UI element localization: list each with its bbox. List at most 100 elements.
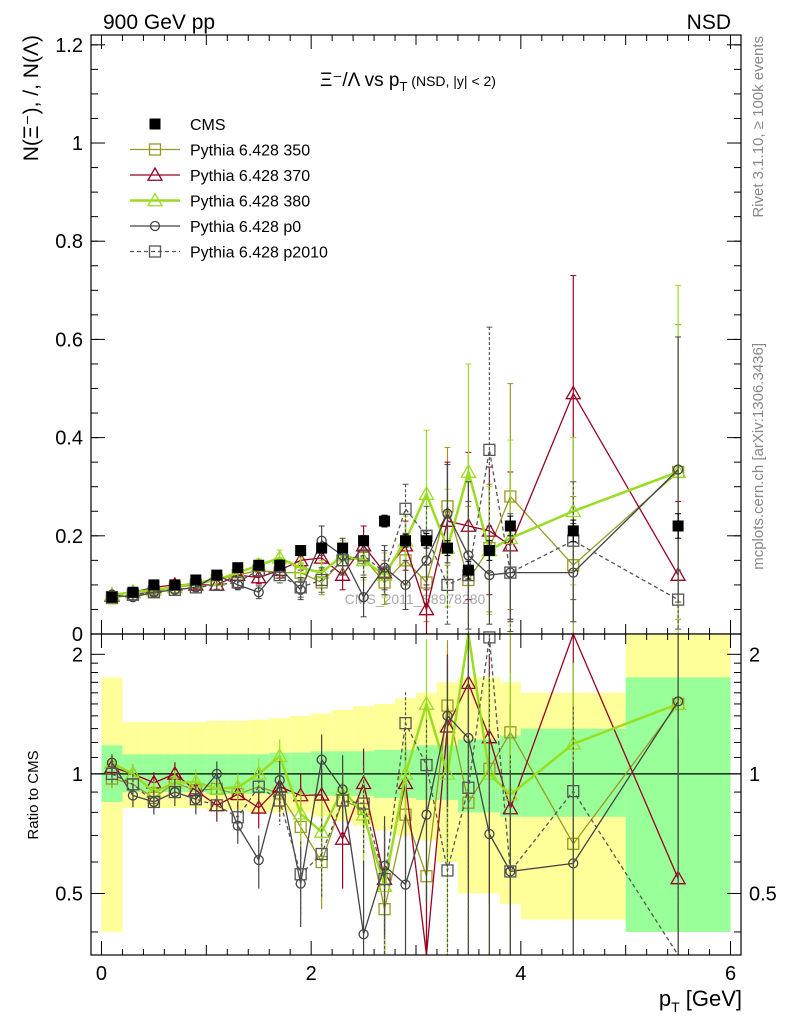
data-point	[211, 569, 223, 581]
data-point	[441, 578, 454, 592]
legend-label: Pythia 6.428 p0	[190, 219, 301, 236]
data-point	[292, 559, 309, 574]
ratio-y-tick-label: 2	[72, 644, 83, 666]
ratio-point	[211, 768, 222, 780]
ratio-y-axis-label: Ratio to CMS	[25, 750, 42, 839]
data-point	[250, 569, 267, 584]
series-line	[111, 449, 679, 601]
y-tick-label: 0.6	[55, 329, 83, 351]
ratio-point	[105, 767, 119, 781]
header-left: 900 GeV pp	[103, 11, 215, 34]
data-point	[505, 567, 516, 578]
x-tick-label: 4	[515, 963, 526, 985]
top-axes: 0 0.2 0.4 0.6 0.8 1 1.2	[55, 35, 741, 646]
legend-label: Pythia 6.428 p2010	[190, 245, 328, 262]
data-point	[567, 525, 579, 537]
legend: CMS Pythia 6.428 350 Pythia 6.428 370 Pythi…	[130, 117, 328, 262]
series-cms	[106, 513, 684, 603]
ratio-point	[250, 765, 267, 780]
y-tick-label: 1	[72, 133, 83, 155]
ratio-band-total	[101, 677, 123, 932]
mcplots-text: mcplots.cern.ch [arXiv:1306.3436]	[750, 343, 767, 570]
y-tick-label: 0.2	[55, 526, 83, 548]
data-point	[295, 545, 307, 557]
legend-marker	[149, 118, 161, 130]
x-tick-label: 0	[96, 963, 107, 985]
ratio-y-tick-label: 1	[72, 764, 83, 786]
ratio-point	[147, 795, 161, 809]
legend-label: CMS	[190, 117, 226, 134]
ratio-point	[313, 823, 330, 838]
data-point	[253, 587, 264, 598]
data-point	[399, 502, 412, 515]
data-point	[565, 502, 582, 518]
legend-entry: Pythia 6.428 370	[130, 166, 310, 185]
ratio-point	[315, 847, 328, 861]
data-point	[441, 542, 453, 554]
data-point	[463, 550, 474, 561]
data-point	[106, 591, 118, 603]
ratio-series-layer	[103, 631, 687, 956]
legend-entry: Pythia 6.428 350	[130, 143, 310, 160]
ratio-point	[378, 872, 391, 886]
data-point	[420, 535, 432, 547]
data-point	[462, 564, 474, 576]
ratio-point	[292, 805, 309, 820]
series-line	[111, 467, 679, 596]
ratio-point	[252, 780, 265, 793]
ratio-pythia-6-428-p2010	[105, 631, 679, 956]
ratio-point	[358, 929, 369, 940]
legend-label: Pythia 6.428 370	[190, 168, 310, 185]
ratio-point	[316, 754, 327, 765]
y-tick-label: 1.2	[55, 35, 83, 57]
legend-marker	[149, 220, 161, 232]
data-point	[127, 586, 139, 598]
ratio-point	[189, 793, 202, 806]
ratio-point	[273, 794, 286, 807]
data-point	[418, 485, 435, 500]
ratio-point	[210, 799, 223, 812]
watermark: CMS_2011_S8978280	[345, 591, 486, 607]
data-point	[504, 566, 517, 579]
header-right: NSD	[687, 11, 731, 34]
data-point	[379, 515, 391, 527]
data-point	[336, 554, 349, 567]
ratio-point	[253, 854, 264, 866]
ratio-point	[418, 695, 435, 710]
ratio-point	[420, 758, 433, 772]
chart-title: Ξ⁻/Λ vs pT (NSD, |y| < 2)	[320, 70, 496, 94]
data-point	[231, 576, 244, 589]
top-series-layer	[103, 275, 687, 635]
data-point	[460, 463, 477, 478]
ratio-axes: 0 2 4 6 0.5 0.5 1 1 2 2	[55, 634, 777, 985]
ratio-point	[462, 781, 475, 794]
ratio-point	[231, 811, 244, 824]
ratio-y-tick-label-right: 2	[749, 644, 760, 666]
data-point	[337, 542, 349, 554]
legend-marker	[146, 166, 164, 181]
data-point	[378, 566, 391, 579]
data-point	[148, 579, 160, 591]
ratio-point	[400, 879, 411, 890]
data-point	[442, 508, 453, 519]
x-tick-label: 6	[725, 963, 736, 985]
ratio-point	[232, 820, 243, 831]
data-point	[315, 573, 328, 587]
legend-label: Pythia 6.428 350	[190, 143, 310, 160]
rivet-version-text: Rivet 3.1.10, ≥ 100k events	[750, 36, 767, 218]
ratio-point	[397, 765, 414, 780]
ratio-point	[208, 780, 225, 795]
data-point	[253, 559, 265, 571]
ratio-point	[672, 696, 684, 707]
ratio-point	[483, 631, 496, 644]
data-point	[400, 535, 412, 547]
legend-entry: CMS	[149, 117, 226, 134]
ratio-y-tick-label-right: 0.5	[749, 883, 777, 905]
ratio-point	[357, 797, 370, 810]
ratio-point	[168, 785, 182, 799]
ratio-point	[334, 830, 351, 845]
ratio-point	[504, 865, 517, 878]
x-tick-label: 2	[306, 963, 317, 985]
ratio-point	[229, 778, 246, 794]
ratio-point	[313, 786, 330, 801]
